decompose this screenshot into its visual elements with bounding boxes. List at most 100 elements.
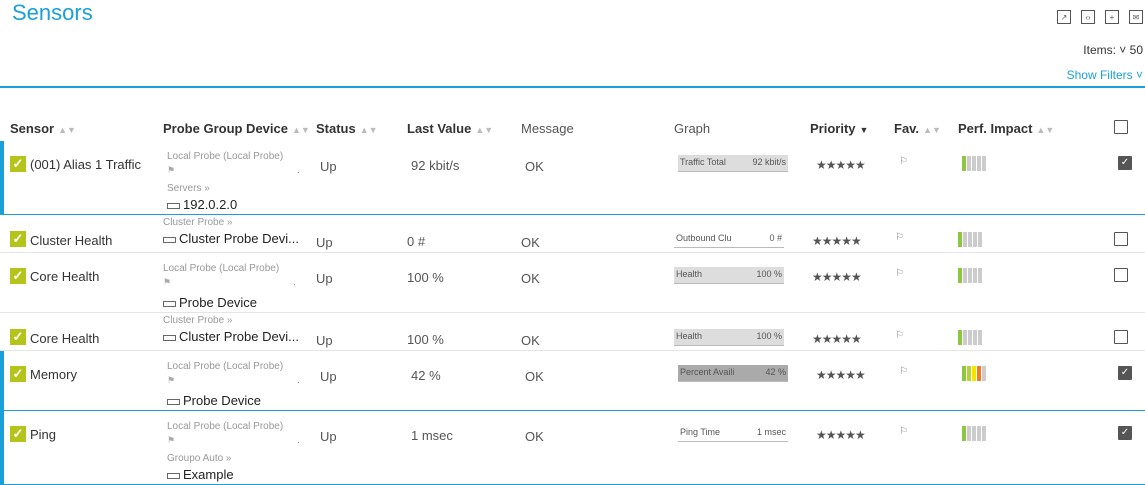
col-sensor[interactable]: Sensor ▲▼ <box>10 121 76 136</box>
col-graph: Graph <box>674 121 711 136</box>
message: OK <box>521 333 540 348</box>
favorite-flag-icon[interactable]: ⚐ <box>899 426 908 437</box>
probe-name[interactable]: Local Probe (Local Probe) <box>167 361 284 372</box>
mini-graph[interactable]: Outbound Clu 0 # <box>674 231 784 248</box>
items-per-page[interactable]: Items: ˅ 50 <box>1083 43 1143 57</box>
perf-segment <box>968 268 972 283</box>
col-status[interactable]: Status ▲▼ <box>316 121 378 136</box>
external-link-icon[interactable]: ↗ <box>1057 10 1071 24</box>
favorite-flag-icon[interactable]: ⚐ <box>899 156 908 167</box>
col-perf-impact[interactable]: Perf. Impact ▲▼ <box>958 121 1055 136</box>
mini-graph[interactable]: Ping Time 1 msec <box>678 425 788 442</box>
perf-segment <box>963 268 967 283</box>
device-name[interactable]: Probe Device <box>167 393 261 408</box>
table-row[interactable]: ✓ Ping Local Probe (Local Probe) ⚑. Groupo… <box>0 411 1145 485</box>
group-name[interactable]: Cluster Probe » <box>163 315 233 326</box>
table-row[interactable]: ✓ Core Health Local Probe (Local Probe) ⚑… <box>0 253 1145 313</box>
device-icon <box>167 472 180 479</box>
device-name[interactable]: 192.0.2.0 <box>167 197 237 212</box>
device-name[interactable]: Cluster Probe Devi... <box>163 329 299 344</box>
status: Up <box>320 159 337 174</box>
show-filters-link[interactable]: Show Filters ˅ <box>1066 68 1143 82</box>
device-icon <box>163 300 176 307</box>
probe-name[interactable]: Local Probe (Local Probe) <box>167 421 284 432</box>
favorite-flag-icon[interactable]: ⚐ <box>895 268 904 279</box>
status-ok-icon: ✓ <box>10 156 26 172</box>
table-row[interactable]: ✓ Core Health Cluster Probe » Cluster Prob… <box>0 313 1145 351</box>
last-value: 100 % <box>407 332 444 347</box>
col-probe-group-device[interactable]: Probe Group Device ▲▼ <box>163 121 310 136</box>
flag-icon: ⚑ <box>167 165 176 175</box>
device-icon <box>167 202 180 209</box>
sensor-name[interactable]: Ping <box>30 427 57 442</box>
probe-name[interactable]: Local Probe (Local Probe) <box>163 263 280 274</box>
priority-stars[interactable]: ★★★★★ <box>812 332 862 346</box>
row-checkbox[interactable]: ✓ <box>1118 426 1132 440</box>
row-checkbox[interactable] <box>1114 330 1128 344</box>
message: OK <box>525 159 544 174</box>
perf-segment <box>978 268 982 283</box>
perf-impact-bar <box>962 426 986 441</box>
perf-segment <box>977 366 981 381</box>
priority-stars[interactable]: ★★★★★ <box>816 158 866 172</box>
favorite-flag-icon[interactable]: ⚐ <box>899 366 908 377</box>
device-icon <box>167 398 180 405</box>
sensor-name[interactable]: Core Health <box>30 331 100 346</box>
row-checkbox[interactable] <box>1114 232 1128 246</box>
sensor-name[interactable]: Memory <box>30 367 77 382</box>
perf-impact-bar <box>958 232 982 247</box>
group-name[interactable]: Cluster Probe » <box>163 217 233 228</box>
toolbar: ↗ ‹› + ✉ <box>1057 10 1143 24</box>
device-name[interactable]: Cluster Probe Devi... <box>163 231 299 246</box>
table-row[interactable]: ✓ Memory Local Probe (Local Probe) ⚑. Prob… <box>0 351 1145 411</box>
device-name[interactable]: Probe Device <box>163 295 257 310</box>
device-name[interactable]: Example <box>167 467 234 482</box>
sensor-name[interactable]: Core Health <box>30 269 100 284</box>
perf-segment <box>978 330 982 345</box>
table-row[interactable]: ✓ (001) Alias 1 Traffic Local Probe (Loca… <box>0 141 1145 215</box>
probe-name[interactable]: Local Probe (Local Probe) <box>167 151 284 162</box>
priority-stars[interactable]: ★★★★★ <box>812 270 862 284</box>
row-checkbox[interactable] <box>1114 268 1128 282</box>
status-ok-icon: ✓ <box>10 366 26 382</box>
col-fav[interactable]: Fav. ▲▼ <box>894 121 941 136</box>
page-title: Sensors <box>12 0 93 25</box>
add-file-icon[interactable]: + <box>1105 10 1119 24</box>
mail-icon[interactable]: ✉ <box>1129 10 1143 24</box>
status-ok-icon: ✓ <box>10 329 26 345</box>
perf-segment <box>973 268 977 283</box>
perf-impact-bar <box>958 330 982 345</box>
flag-icon: ⚑ <box>163 277 172 287</box>
group-name[interactable]: Groupo Auto » <box>167 453 232 464</box>
message: OK <box>521 235 540 250</box>
mini-graph[interactable]: Health 100 % <box>674 267 784 284</box>
perf-segment <box>963 232 967 247</box>
status: Up <box>316 271 333 286</box>
last-value: 0 # <box>407 234 426 249</box>
mini-graph[interactable]: Health 100 % <box>674 329 784 346</box>
favorite-flag-icon[interactable]: ⚐ <box>895 330 904 341</box>
favorite-flag-icon[interactable]: ⚐ <box>895 232 904 243</box>
device-icon <box>163 334 176 341</box>
last-value: 100 % <box>407 270 444 285</box>
row-checkbox[interactable]: ✓ <box>1118 156 1132 170</box>
table-row[interactable]: ✓ Cluster Health Cluster Probe » Cluster P… <box>0 215 1145 253</box>
api-code-icon[interactable]: ‹› <box>1081 10 1095 24</box>
priority-stars[interactable]: ★★★★★ <box>816 428 866 442</box>
priority-stars[interactable]: ★★★★★ <box>812 234 862 248</box>
perf-segment <box>963 330 967 345</box>
mini-graph[interactable]: Traffic Total 92 kbit/s <box>678 155 788 172</box>
col-last-value[interactable]: Last Value ▲▼ <box>407 121 494 136</box>
select-all-checkbox[interactable] <box>1114 120 1128 134</box>
row-checkbox[interactable]: ✓ <box>1118 366 1132 380</box>
sensor-name[interactable]: Cluster Health <box>30 233 113 248</box>
flag-icon: ⚑ <box>167 435 176 445</box>
mini-graph[interactable]: Percent Availi 42 % <box>678 365 788 382</box>
perf-segment <box>977 426 981 441</box>
priority-stars[interactable]: ★★★★★ <box>816 368 866 382</box>
group-name[interactable]: Servers » <box>167 183 210 194</box>
perf-segment <box>972 426 976 441</box>
sensor-name[interactable]: (001) Alias 1 Traffic <box>30 157 142 172</box>
col-priority[interactable]: Priority ▼ <box>810 121 869 136</box>
perf-segment <box>967 366 971 381</box>
